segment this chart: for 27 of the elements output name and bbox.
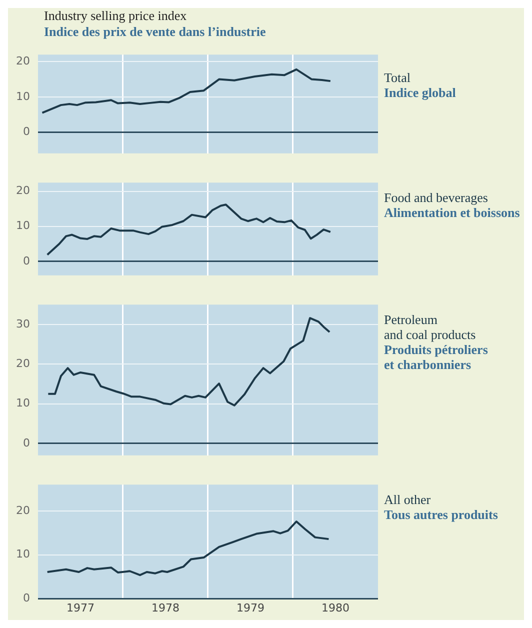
text: Indice global: [384, 85, 457, 100]
y-tick-label: 20: [16, 54, 30, 68]
y-tick-label: 10: [16, 90, 30, 103]
y-tick-label: 10: [16, 219, 30, 232]
y-tick-label: 20: [16, 356, 30, 370]
y-tick-label: 0: [22, 125, 30, 138]
text: Food and beverages: [384, 190, 489, 205]
y-tick-label: 20: [16, 184, 30, 198]
x-tick-label: 1980: [322, 601, 350, 614]
text: Petroleum and coal products: [384, 312, 477, 342]
text: Produits pétroliers et charbonniers: [384, 342, 489, 372]
x-tick-label: 1977: [66, 601, 94, 614]
chart-subtitle: Indice des prix de vente dans l’industrie: [44, 24, 267, 40]
x-tick-label: 1978: [152, 601, 180, 614]
y-tick-label: 0: [22, 592, 30, 605]
text: Alimentation et boissons: [384, 205, 520, 220]
y-tick-label: 20: [16, 504, 30, 517]
y-tick-label: 10: [16, 548, 30, 561]
x-tick-label: 1979: [236, 601, 264, 614]
y-tick-label: 0: [22, 436, 30, 450]
text: Total: [384, 70, 412, 85]
text: Tous autres produits: [384, 507, 499, 522]
text: All other: [384, 492, 432, 507]
chart-title: Industry selling price index: [44, 8, 188, 24]
y-tick-label: 30: [16, 317, 30, 330]
y-tick-label: 10: [16, 396, 30, 410]
y-tick-label: 0: [22, 254, 30, 268]
